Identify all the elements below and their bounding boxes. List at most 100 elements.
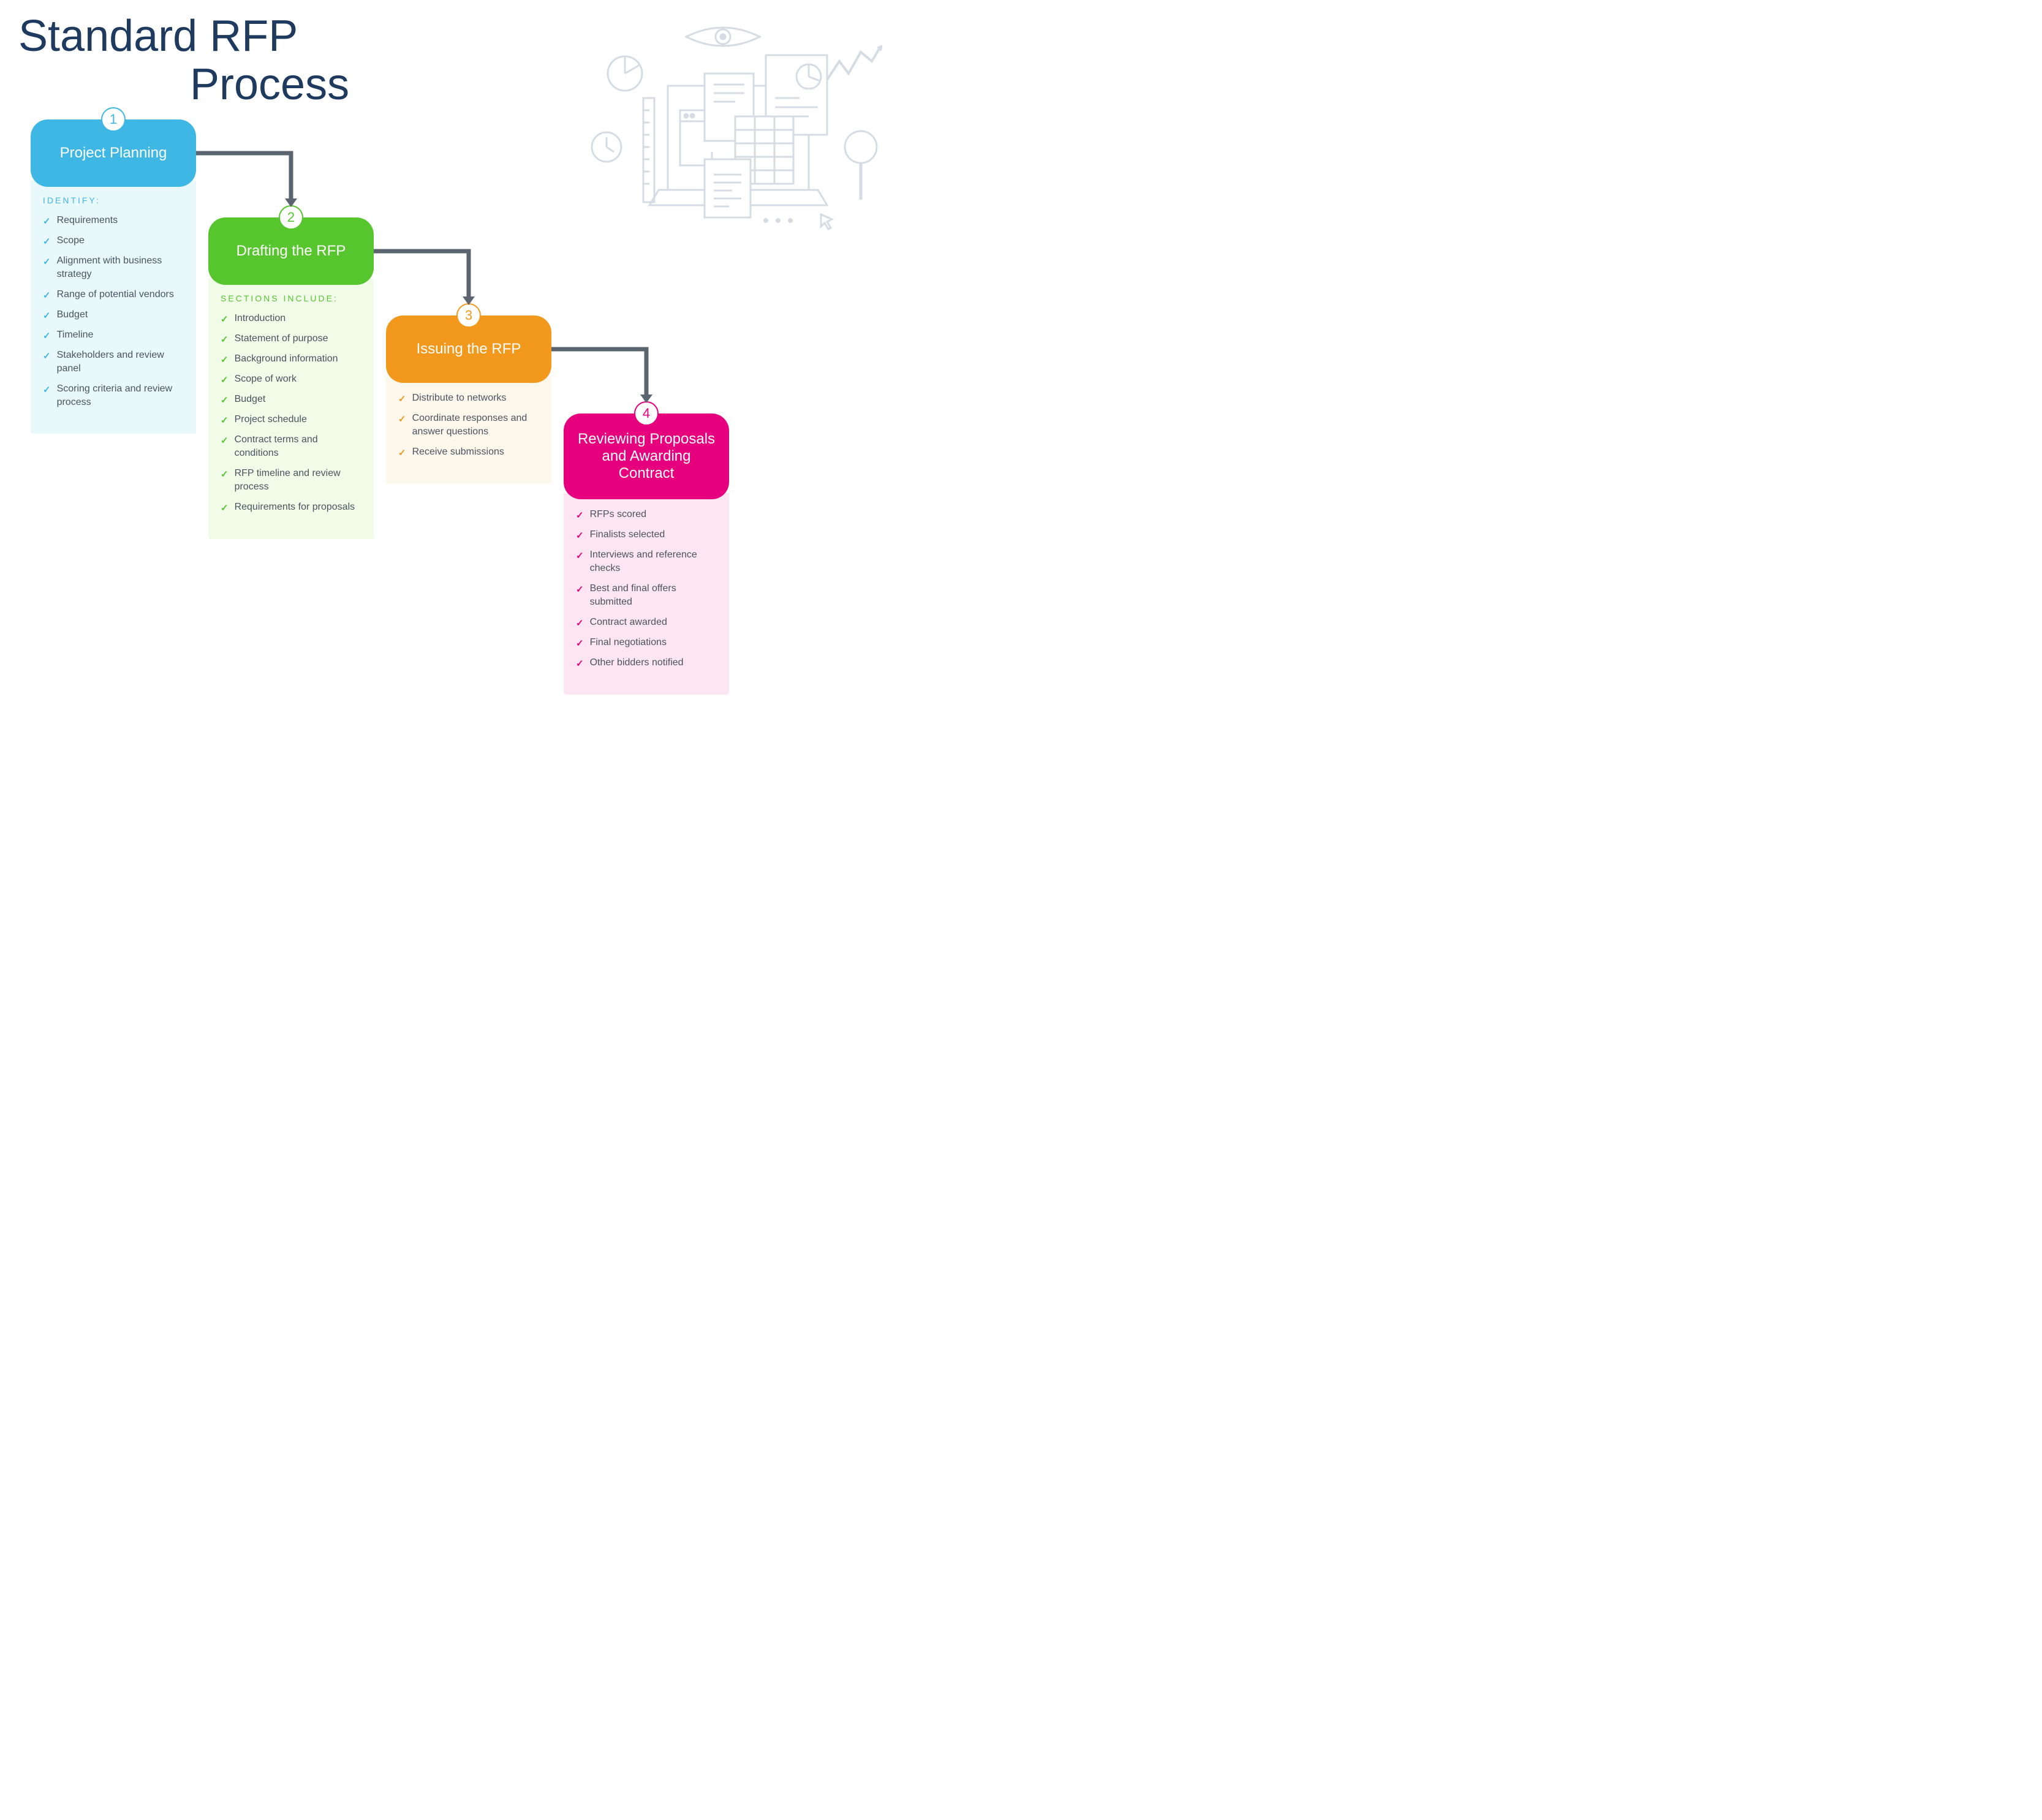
- checkmark-icon: ✓: [576, 549, 584, 562]
- list-item: ✓ RFPs scored: [576, 508, 717, 522]
- list-item: ✓ Range of potential vendors: [43, 288, 184, 302]
- list-item-text: RFP timeline and review process: [235, 467, 361, 494]
- stage-body: SECTIONS INCLUDE: ✓ Introduction ✓ Statement…: [208, 279, 374, 539]
- list-item: ✓ Best and final offers submitted: [576, 582, 717, 610]
- checkmark-icon: ✓: [576, 529, 584, 542]
- checkmark-icon: ✓: [43, 255, 51, 268]
- list-item: ✓ Project schedule: [221, 413, 361, 427]
- checkmark-icon: ✓: [221, 414, 229, 427]
- list-item-text: Scoring criteria and review process: [57, 382, 184, 410]
- checkmark-icon: ✓: [398, 393, 406, 406]
- list-item: ✓ Timeline: [43, 328, 184, 342]
- connector-arrow: [545, 343, 659, 417]
- stage-header: 3Issuing the RFP: [386, 315, 551, 383]
- stage-body: ✓ Distribute to networks ✓ Coordinate respo…: [386, 377, 551, 484]
- list-item: ✓ Budget: [221, 393, 361, 407]
- checkmark-icon: ✓: [43, 383, 51, 396]
- list-item-text: Introduction: [235, 312, 286, 325]
- list-item-text: Finalists selected: [590, 528, 665, 542]
- list-item-text: RFPs scored: [590, 508, 646, 521]
- stage-header: 4Reviewing Proposals and Awarding Contra…: [564, 413, 729, 499]
- stage-header: 1Project Planning: [31, 119, 196, 187]
- stage-title: Drafting the RFP: [236, 243, 346, 260]
- checkmark-icon: ✓: [221, 434, 229, 447]
- checkmark-icon: ✓: [576, 637, 584, 650]
- stage-number-badge: 1: [101, 107, 126, 132]
- stage-4: 4Reviewing Proposals and Awarding Contra…: [564, 413, 729, 695]
- stage-body: ✓ RFPs scored ✓ Finalists selected ✓ Intervie…: [564, 493, 729, 695]
- list-item-text: Requirements for proposals: [235, 500, 355, 514]
- stage-item-list: ✓ Requirements ✓ Scope ✓Alignment with busin…: [43, 214, 184, 409]
- stage-subheading: SECTIONS INCLUDE:: [221, 293, 361, 303]
- list-item: ✓ Scope: [43, 234, 184, 248]
- stage-header: 2Drafting the RFP: [208, 217, 374, 285]
- checkmark-icon: ✓: [43, 350, 51, 363]
- stages-container: 1Project PlanningIDENTIFY:✓Requirements✓…: [12, 12, 888, 809]
- checkmark-icon: ✓: [221, 313, 229, 326]
- stage-item-list: ✓ RFPs scored ✓ Finalists selected ✓ Intervie…: [576, 508, 717, 670]
- list-item-text: Budget: [235, 393, 266, 406]
- checkmark-icon: ✓: [43, 309, 51, 322]
- stage-item-list: ✓ Distribute to networks ✓ Coordinate respo…: [398, 391, 539, 459]
- list-item: ✓ Coordinate responses and answer questio…: [398, 412, 539, 439]
- list-item: ✓ Introduction: [221, 312, 361, 326]
- list-item: ✓ Finalists selected: [576, 528, 717, 542]
- checkmark-icon: ✓: [398, 447, 406, 459]
- list-item: ✓ Contract terms and conditions: [221, 433, 361, 461]
- list-item: ✓ Stakeholders and review panel: [43, 349, 184, 376]
- stage-item-list: ✓ Introduction ✓ Statement of purpose ✓Backg…: [221, 312, 361, 515]
- list-item-text: Best and final offers submitted: [590, 582, 717, 610]
- list-item-text: Contract awarded: [590, 616, 667, 629]
- checkmark-icon: ✓: [398, 413, 406, 426]
- checkmark-icon: ✓: [576, 657, 584, 670]
- list-item: ✓ Contract awarded: [576, 616, 717, 630]
- stage-3: 3Issuing the RFP✓Distribute to networks✓…: [386, 315, 551, 484]
- checkmark-icon: ✓: [221, 333, 229, 346]
- checkmark-icon: ✓: [221, 374, 229, 387]
- checkmark-icon: ✓: [43, 330, 51, 342]
- checkmark-icon: ✓: [43, 215, 51, 228]
- list-item: ✓ Receive submissions: [398, 445, 539, 459]
- list-item: ✓ Scoring criteria and review process: [43, 382, 184, 410]
- list-item: ✓ Statement of purpose: [221, 332, 361, 346]
- checkmark-icon: ✓: [576, 509, 584, 522]
- list-item-text: Contract terms and conditions: [235, 433, 361, 461]
- list-item-text: Receive submissions: [412, 445, 504, 459]
- list-item-text: Coordinate responses and answer question…: [412, 412, 539, 439]
- list-item-text: Statement of purpose: [235, 332, 328, 345]
- checkmark-icon: ✓: [576, 583, 584, 596]
- list-item-text: Interviews and reference checks: [590, 548, 717, 576]
- connector-arrow: [190, 147, 303, 221]
- list-item-text: Other bidders notified: [590, 656, 684, 670]
- list-item: ✓Alignment with business strategy: [43, 254, 184, 282]
- stage-2: 2Drafting the RFP SECTIONS INCLUDE: ✓ Intro…: [208, 217, 374, 539]
- list-item-text: Timeline: [57, 328, 94, 342]
- stage-title: Reviewing Proposals and Awarding Contrac…: [576, 431, 717, 482]
- checkmark-icon: ✓: [43, 289, 51, 302]
- list-item-text: Project schedule: [235, 413, 307, 426]
- checkmark-icon: ✓: [576, 617, 584, 630]
- list-item-text: Scope of work: [235, 372, 297, 386]
- stage-subheading: IDENTIFY:: [43, 195, 184, 205]
- checkmark-icon: ✓: [221, 394, 229, 407]
- list-item-text: Range of potential vendors: [57, 288, 174, 301]
- list-item: ✓ Scope of work: [221, 372, 361, 387]
- checkmark-icon: ✓: [221, 502, 229, 515]
- stage-body: IDENTIFY: ✓ Requirements ✓ Scope ✓Alignment w…: [31, 181, 196, 434]
- list-item: ✓Background information: [221, 352, 361, 366]
- stage-1: 1Project PlanningIDENTIFY:✓Requirements✓…: [31, 119, 196, 434]
- list-item-text: Final negotiations: [590, 636, 667, 649]
- list-item: ✓ Other bidders notified: [576, 656, 717, 670]
- list-item: ✓ Final negotiations: [576, 636, 717, 650]
- list-item: ✓ Distribute to networks: [398, 391, 539, 406]
- list-item-text: Requirements: [57, 214, 118, 227]
- list-item-text: Stakeholders and review panel: [57, 349, 184, 376]
- list-item-text: Distribute to networks: [412, 391, 507, 405]
- list-item-text: Scope: [57, 234, 85, 247]
- stage-title: Project Planning: [60, 145, 167, 162]
- checkmark-icon: ✓: [221, 353, 229, 366]
- list-item: ✓ Budget: [43, 308, 184, 322]
- list-item-text: Budget: [57, 308, 88, 322]
- stage-title: Issuing the RFP: [417, 341, 521, 358]
- checkmark-icon: ✓: [43, 235, 51, 248]
